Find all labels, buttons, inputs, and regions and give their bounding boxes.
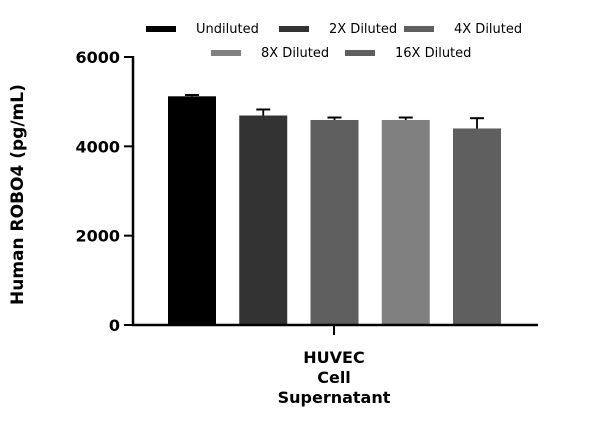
legend-item-16x: 16X Diluted [345,44,471,62]
bar-2x-diluted [239,115,288,325]
legend-item-2x: 2X Diluted [279,20,397,38]
legend-label-8x: 8X Diluted [261,45,330,61]
y-tick-label: 6000 [75,48,120,67]
legend-swatch-2x [279,26,309,32]
y-ticks-group: 0 2000 4000 6000 [75,48,133,335]
legend-label-4x: 4X Diluted [454,21,523,37]
y-tick-label: 2000 [75,227,120,246]
axes-group [131,56,538,335]
error-bars-group [185,93,484,129]
legend-item-4x: 4X Diluted [404,20,522,38]
legend-swatch-16x [345,50,375,56]
x-axis-label-line-1: HUVEC [303,348,365,367]
legend-swatch-8x [211,50,241,56]
y-tick-label: 4000 [75,137,120,156]
legend-swatch-4x [404,26,434,32]
bars-group [168,96,501,325]
y-tick-label: 0 [109,316,120,335]
x-axis-label-line-2: Cell [317,368,351,387]
legend-label-2x: 2X Diluted [329,21,398,37]
bar-16x-diluted [453,128,501,325]
x-axis-label: HUVEC Cell Supernatant [0,348,600,408]
legend-item-undiluted: Undiluted [146,20,259,38]
x-axis-label-line-3: Supernatant [277,388,391,407]
bar-8x-diluted [381,119,430,325]
legend-item-8x: 8X Diluted [211,44,329,62]
legend-label-16x: 16X Diluted [395,45,472,61]
bar-undiluted [168,96,216,325]
legend-label-undiluted: Undiluted [196,21,259,37]
legend-row-2: 8X Diluted 16X Diluted [0,44,600,62]
bar-4x-diluted [310,119,359,325]
legend-row-1: Undiluted 2X Diluted 4X Diluted [0,20,600,38]
legend-swatch-undiluted [146,26,176,32]
